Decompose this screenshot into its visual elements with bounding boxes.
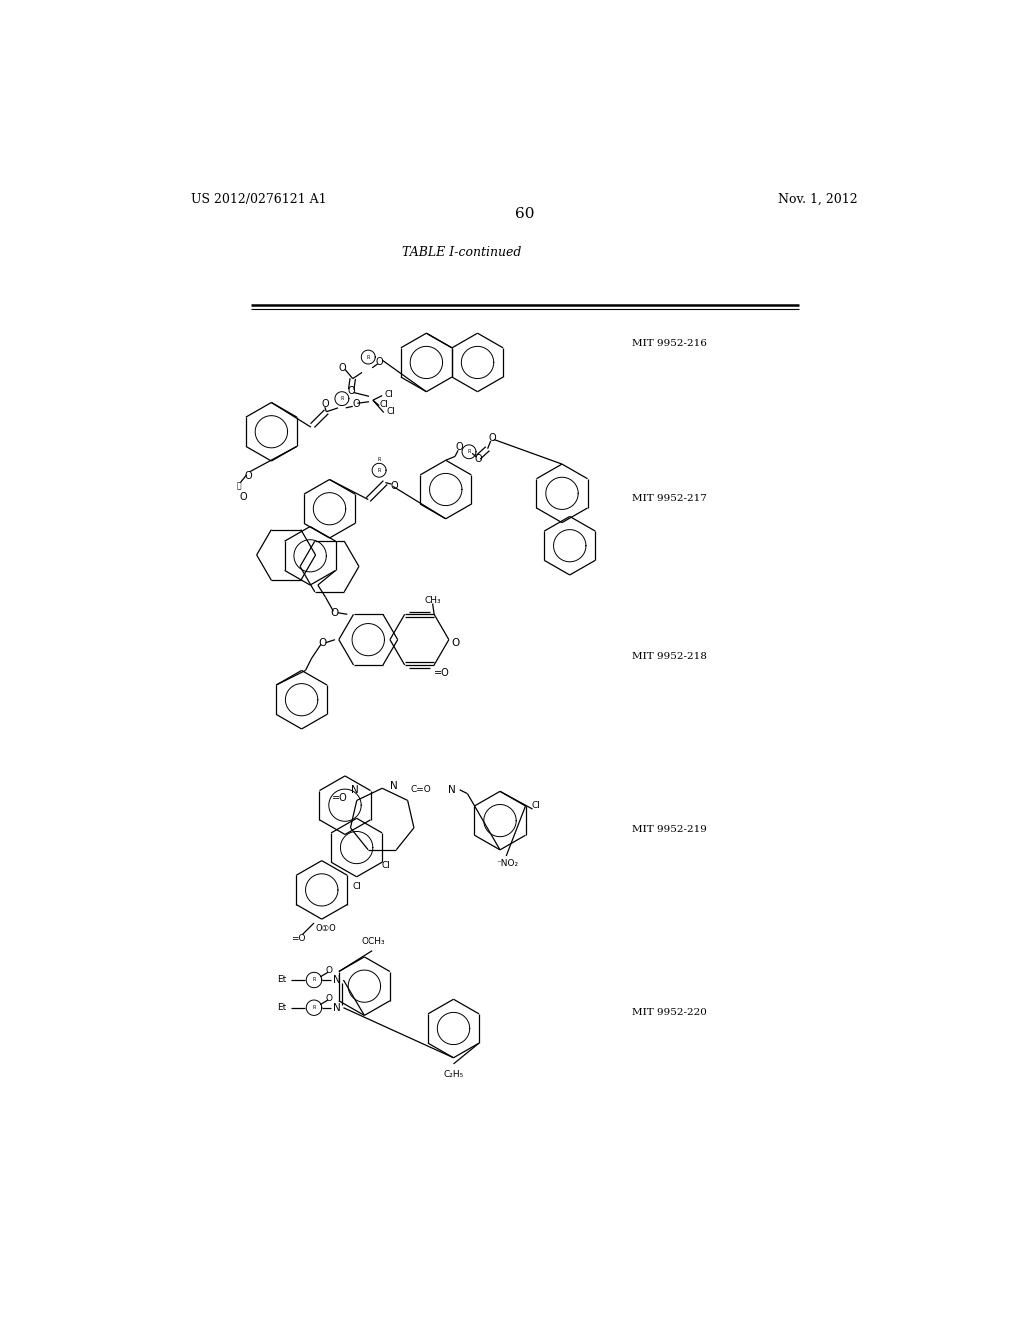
Text: O: O <box>326 966 333 975</box>
Text: R: R <box>340 396 344 401</box>
Text: C₂H₅: C₂H₅ <box>443 1071 464 1080</box>
Text: O: O <box>375 358 383 367</box>
Text: O: O <box>474 454 482 465</box>
Text: R: R <box>378 467 381 473</box>
Text: O: O <box>352 399 359 409</box>
Text: Cl: Cl <box>531 801 540 809</box>
Text: =O: =O <box>434 668 450 677</box>
Text: Cl: Cl <box>385 389 393 399</box>
Text: O: O <box>456 442 464 453</box>
Text: N: N <box>449 785 456 795</box>
Text: O: O <box>347 385 355 396</box>
Text: MIT 9952-217: MIT 9952-217 <box>632 495 707 503</box>
Text: Cl: Cl <box>379 400 388 408</box>
Text: Et: Et <box>278 975 287 985</box>
Text: MIT 9952-216: MIT 9952-216 <box>632 339 707 348</box>
Text: R: R <box>367 355 370 359</box>
Text: CH₃: CH₃ <box>424 595 441 605</box>
Text: ⓡ: ⓡ <box>237 482 241 490</box>
Text: O: O <box>326 994 333 1003</box>
Text: N: N <box>351 785 359 795</box>
Text: MIT 9952-218: MIT 9952-218 <box>632 652 707 661</box>
Text: O: O <box>488 433 496 444</box>
Text: =O: =O <box>291 935 306 942</box>
Text: O: O <box>391 480 398 491</box>
Text: TABLE I-continued: TABLE I-continued <box>401 246 521 259</box>
Text: N: N <box>334 1003 341 1012</box>
Text: O①O: O①O <box>315 924 336 933</box>
Text: O: O <box>245 471 252 482</box>
Text: ⁻NO₂: ⁻NO₂ <box>497 859 519 869</box>
Text: US 2012/0276121 A1: US 2012/0276121 A1 <box>191 193 327 206</box>
Text: R: R <box>312 1006 315 1010</box>
Text: O: O <box>451 639 459 648</box>
Text: R: R <box>378 457 381 462</box>
Text: Nov. 1, 2012: Nov. 1, 2012 <box>778 193 858 206</box>
Text: MIT 9952-220: MIT 9952-220 <box>632 1007 707 1016</box>
Text: MIT 9952-219: MIT 9952-219 <box>632 825 707 834</box>
Text: Cl: Cl <box>382 861 390 870</box>
Text: =O: =O <box>332 792 347 803</box>
Text: O: O <box>318 639 327 648</box>
Text: 60: 60 <box>515 207 535 222</box>
Text: O: O <box>339 363 346 372</box>
Text: N: N <box>334 975 341 985</box>
Text: R: R <box>467 449 471 454</box>
Text: Et: Et <box>278 1003 287 1012</box>
Text: Cl: Cl <box>387 408 395 416</box>
Text: O: O <box>331 607 339 618</box>
Text: O: O <box>240 492 247 502</box>
Text: OCH₃: OCH₃ <box>361 937 385 946</box>
Text: N: N <box>390 781 397 791</box>
Text: Cl: Cl <box>353 882 361 891</box>
Text: R: R <box>312 978 315 982</box>
Text: O: O <box>322 399 329 409</box>
Text: C=O: C=O <box>411 785 431 795</box>
